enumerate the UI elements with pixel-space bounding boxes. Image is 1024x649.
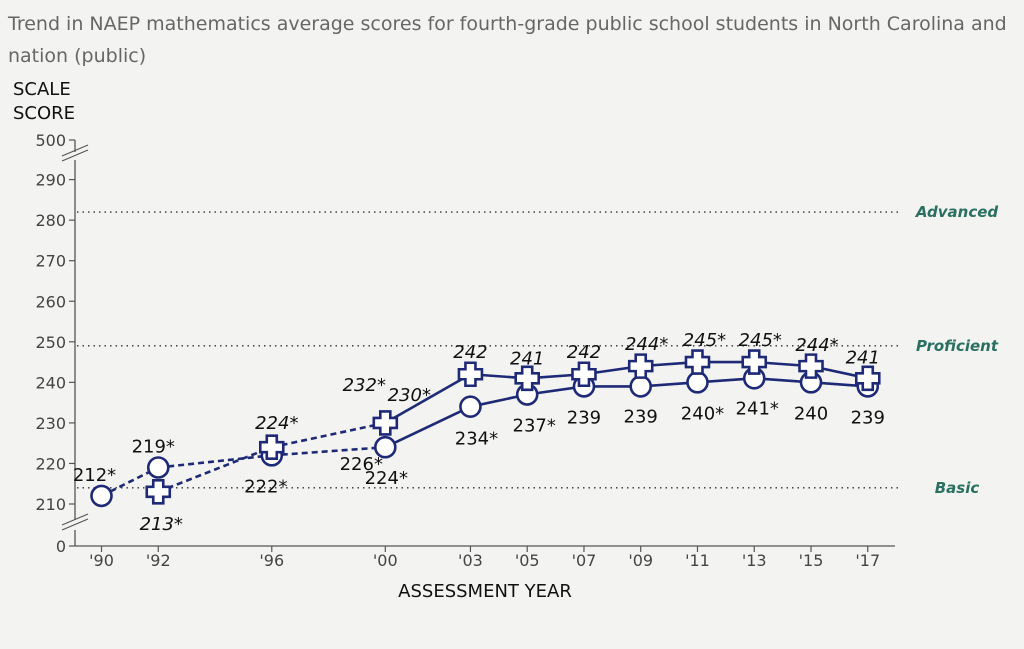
data-label: 241: [510, 348, 544, 369]
series-2-segment: [384, 373, 472, 425]
y-tick-label: 270: [35, 252, 66, 271]
x-tick-label: '96: [259, 551, 284, 570]
data-label: 213*: [140, 514, 183, 535]
data-label: 222*: [244, 476, 287, 497]
achievement-label-advanced: Advanced: [915, 203, 999, 221]
achievement-label-basic: Basic: [935, 479, 980, 497]
series-2-point: [457, 361, 484, 388]
data-label: 244*: [625, 334, 668, 355]
series-2-point: [514, 365, 540, 392]
series-2-point: [741, 349, 768, 375]
y-tick-label: 240: [35, 373, 66, 392]
chart-title: Trend in NAEP mathematics average scores…: [8, 13, 1007, 67]
data-label: 245*: [683, 330, 726, 351]
data-label: 244*: [795, 335, 838, 356]
data-label: 219*: [132, 437, 175, 458]
data-label: 230*: [388, 385, 431, 406]
series-2-point: [258, 434, 285, 461]
data-label: 242: [567, 342, 601, 363]
y-tick-label: 290: [35, 171, 66, 190]
x-tick-label: '11: [685, 551, 710, 570]
series-1-point: [90, 484, 113, 508]
series-2-point: [798, 353, 824, 379]
x-tick-label: '17: [855, 551, 880, 570]
y-axis-break-top: [61, 144, 89, 162]
series-1-point: [686, 371, 709, 394]
series-2-segment: [157, 446, 273, 494]
series-2-point: [571, 361, 597, 388]
y-axis-title: SCALE: [13, 79, 71, 100]
series-1-segment: [384, 405, 471, 449]
x-axis-title: ASSESSMENT YEAR: [398, 581, 572, 602]
series-2-point: [627, 353, 654, 379]
data-label: 245*: [739, 330, 782, 351]
y-tick-label: 220: [35, 454, 66, 473]
y-tick-label: 210: [35, 495, 66, 514]
x-tick-label: '00: [373, 551, 398, 570]
data-label: 212*: [73, 465, 116, 486]
x-tick-label: '09: [628, 551, 653, 570]
data-label: 240: [794, 403, 828, 424]
data-label: 237*: [513, 416, 556, 437]
x-tick-label: '90: [89, 551, 114, 570]
data-label: 224*: [255, 413, 298, 434]
y-tick-label: 250: [35, 333, 66, 352]
series-2-point: [372, 410, 399, 436]
y-tick-label: 280: [35, 211, 66, 230]
series-1-segment: [158, 454, 272, 469]
series-1-point: [459, 395, 482, 418]
data-label: 232*: [343, 375, 386, 396]
x-tick-label: '13: [742, 551, 767, 570]
series-1-point: [373, 435, 397, 459]
x-tick-label: '15: [799, 551, 824, 570]
y-axis-break-bottom: [61, 513, 89, 531]
y-tick-label: 230: [35, 414, 66, 433]
series-1-point: [146, 456, 170, 479]
achievement-label-proficient: Proficient: [916, 337, 999, 355]
series-2-point: [145, 479, 172, 505]
y-tick-label: 500: [35, 131, 66, 150]
series-2-point: [854, 365, 881, 392]
x-tick-label: '92: [146, 551, 171, 570]
data-label: 234*: [455, 429, 498, 450]
data-label: 226*: [340, 454, 383, 475]
series-2-point: [684, 349, 711, 375]
x-tick-label: '07: [572, 551, 597, 570]
data-label: 224*: [365, 468, 408, 489]
data-label: 239: [851, 407, 885, 428]
data-label: 239: [567, 407, 601, 428]
y-tick-label: 0: [56, 537, 66, 556]
data-label: 242: [453, 342, 487, 363]
data-label: 241*: [736, 398, 779, 419]
data-label: 239: [624, 406, 658, 427]
data-label: 240*: [681, 403, 724, 424]
x-tick-label: '05: [515, 551, 540, 570]
y-axis-title: SCORE: [13, 103, 75, 124]
y-tick-label: 260: [35, 292, 66, 311]
series-1-segment: [271, 445, 386, 457]
series-1-point: [629, 375, 653, 398]
x-tick-label: '03: [458, 551, 483, 570]
data-label: 241: [846, 347, 880, 368]
